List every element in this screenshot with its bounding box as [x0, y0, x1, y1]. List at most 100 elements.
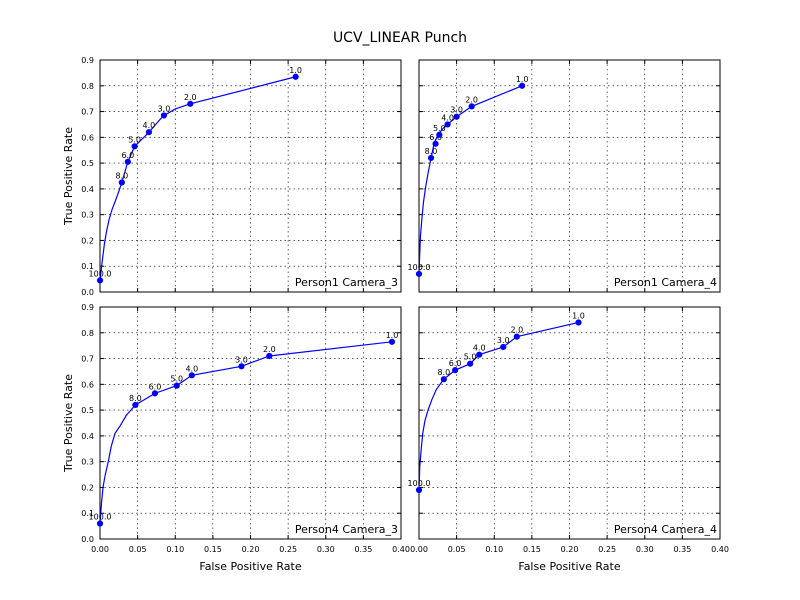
panel-2: 100.0 8.0 6.05.0 4.03.02.0 1.0 Person1 Camera…: [408, 59, 721, 293]
threshold-label: 4.0: [473, 344, 486, 353]
x-tick-label: 0.00: [91, 545, 109, 554]
x-tick-label: 0.30: [636, 545, 654, 554]
panels-group: 0.00.10.20.30.40.50.60.70.80.9100.08.06.…: [62, 56, 729, 573]
figure-title: UCV_LINEAR Punch: [333, 30, 467, 46]
threshold-point: [187, 100, 194, 107]
y-tick-label: 0.5: [81, 406, 94, 415]
y-tick-label: 0.4: [81, 432, 94, 441]
y-tick-label: 0.9: [81, 56, 94, 65]
threshold-point: [118, 179, 125, 186]
x-tick-label: 0.35: [673, 545, 691, 554]
threshold-point: [436, 131, 443, 138]
y-tick-label: 0.7: [81, 355, 94, 364]
threshold-label: 5.0: [433, 124, 446, 133]
y-tick-label: 0.6: [81, 380, 94, 389]
y-tick-label: 0.0: [81, 535, 94, 544]
y-tick-label: 0.7: [81, 108, 94, 117]
threshold-label: 5.0: [170, 375, 183, 384]
y-tick-label: 0.3: [81, 458, 94, 467]
panel-label: Person1 Camera_3: [295, 276, 398, 289]
y-axis-label: True Positive Rate: [62, 374, 75, 473]
threshold-label: 1.0: [386, 331, 399, 340]
threshold-point: [132, 401, 139, 409]
y-axis-label: True Positive Rate: [62, 127, 75, 226]
threshold-label: 2.0: [184, 93, 197, 102]
x-axis-label: False Positive Rate: [518, 560, 620, 573]
threshold-point: [415, 486, 423, 494]
threshold-point: [500, 343, 507, 351]
threshold-point: [292, 73, 299, 80]
axes-frame: [99, 306, 402, 540]
roc-curve-line: [418, 85, 523, 274]
panel-4: 0.00 0.05 0.10 0.15 0.20 0.25 0.30 0.35 0.40 100.…: [408, 306, 729, 573]
threshold-label: 5.0: [128, 135, 141, 144]
panel-1: 0.0 0.1 0.2 0.3 0.4 0.5 0.6 0.7 0.8 0.9 100.0 8.0 6.…: [62, 56, 402, 297]
threshold-point: [440, 376, 447, 383]
threshold-label: 8.0: [115, 171, 128, 180]
threshold-label: 8.0: [425, 147, 438, 156]
roc-curve-line: [99, 76, 296, 281]
threshold-label: 3.0: [497, 336, 510, 345]
x-tick-label: 0.10: [485, 545, 503, 554]
x-tick-label: 0.35: [354, 545, 372, 554]
roc-curve-line: [418, 321, 579, 491]
y-tick-label: 0.5: [81, 159, 94, 168]
x-tick-label: 0.10: [166, 545, 184, 554]
threshold-point: [452, 367, 459, 374]
x-tick-label: 0.00: [410, 545, 428, 554]
threshold-point: [513, 333, 520, 340]
y-tick-label: 0.6: [81, 133, 94, 142]
threshold-point: [160, 112, 168, 119]
threshold-point: [467, 360, 474, 367]
threshold-point: [427, 154, 435, 162]
threshold-point: [266, 352, 273, 360]
threshold-point: [151, 390, 159, 397]
x-tick-label: 0.25: [598, 545, 616, 554]
threshold-label: 6.0: [449, 359, 462, 368]
x-tick-label: 0.20: [561, 545, 579, 554]
threshold-label: 100.0: [89, 513, 112, 522]
y-tick-label: 0.3: [81, 211, 94, 220]
axes-frame: [418, 59, 721, 293]
x-tick-label: 0.05: [129, 545, 147, 554]
threshold-label: 4.0: [441, 113, 454, 122]
threshold-label: 3.0: [235, 355, 248, 364]
threshold-label: 4.0: [143, 121, 156, 130]
threshold-label: 5.0: [464, 353, 477, 362]
threshold-label: 100.0: [408, 479, 431, 488]
threshold-label: 6.0: [149, 382, 162, 391]
threshold-point: [415, 270, 423, 278]
threshold-point: [173, 382, 180, 389]
threshold-label: 6.0: [429, 133, 442, 142]
panel-label: Person1 Camera_4: [614, 276, 717, 289]
y-tick-label: 0.8: [81, 329, 94, 338]
axes-frame: [418, 306, 721, 540]
y-tick-label: 0.1: [81, 509, 94, 518]
threshold-point: [468, 103, 475, 110]
y-tick-label: 0.2: [81, 236, 94, 245]
threshold-label: 2.0: [263, 345, 276, 354]
threshold-label: 3.0: [158, 104, 171, 113]
x-tick-label: 0.05: [448, 545, 466, 554]
threshold-label: 6.0: [121, 151, 134, 160]
x-tick-label: 0.40: [392, 545, 410, 554]
threshold-point: [432, 140, 439, 147]
threshold-point: [124, 158, 131, 165]
roc-curve-line: [99, 341, 393, 524]
threshold-point: [145, 129, 153, 136]
threshold-label: 1.0: [572, 311, 585, 320]
threshold-point: [575, 319, 582, 326]
threshold-point: [96, 277, 104, 284]
threshold-label: 8.0: [437, 368, 450, 377]
threshold-point: [388, 338, 396, 345]
x-tick-label: 0.30: [317, 545, 335, 554]
panel-label: Person4 Camera_4: [614, 523, 717, 536]
threshold-label: 1.0: [516, 75, 529, 84]
threshold-point: [518, 82, 526, 89]
threshold-label: 8.0: [129, 394, 142, 403]
y-tick-label: 0.4: [81, 185, 94, 194]
threshold-label: 1.0: [289, 66, 302, 75]
threshold-point: [188, 372, 195, 379]
x-axis-label: False Positive Rate: [199, 560, 301, 573]
